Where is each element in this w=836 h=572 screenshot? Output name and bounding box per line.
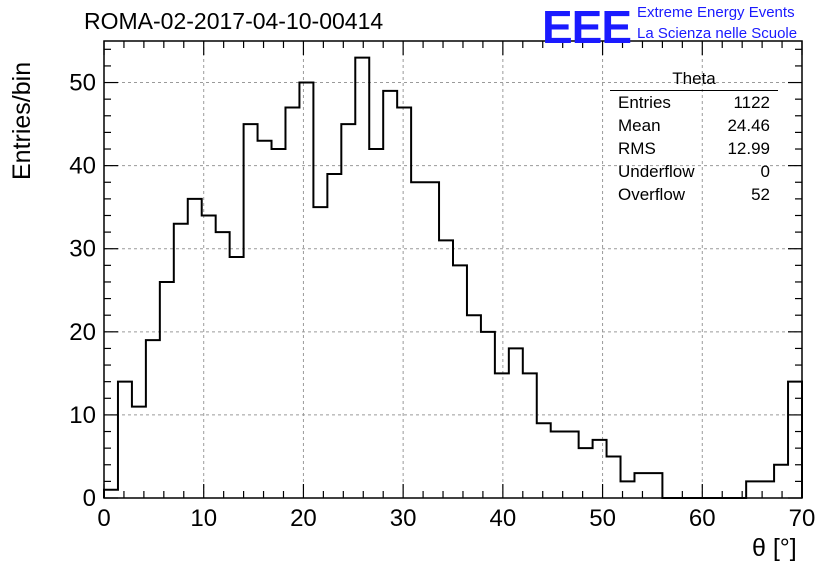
histogram-bin	[132, 407, 146, 498]
stats-value: 1122	[733, 93, 770, 112]
histogram-bin	[481, 332, 495, 498]
stats-row-rms: RMS 12.99	[610, 137, 778, 160]
y-tick-label: 20	[69, 319, 96, 346]
stats-label: Underflow	[618, 162, 695, 181]
x-axis-label: θ [°]	[752, 534, 797, 562]
y-tick-label: 40	[69, 153, 96, 180]
histogram-bin	[439, 240, 453, 498]
stats-row-mean: Mean 24.46	[610, 114, 778, 137]
histogram-bin	[453, 265, 467, 498]
histogram-bin	[467, 315, 481, 498]
stats-label: Entries	[618, 93, 671, 112]
histogram-bin	[104, 490, 118, 498]
y-tick-label: 0	[83, 485, 96, 512]
stats-row-entries: Entries 1122	[610, 91, 778, 114]
histogram-bin	[313, 207, 327, 498]
histogram-bin	[202, 215, 216, 498]
plot-frame	[103, 40, 803, 499]
histogram-outline	[103, 56, 803, 499]
histogram-bin	[774, 465, 788, 498]
histogram-bin	[648, 473, 662, 498]
histogram-bin	[188, 199, 202, 498]
histogram-bin	[495, 373, 509, 498]
histogram-bin	[788, 382, 802, 498]
stats-value: 52	[751, 185, 770, 204]
histogram-bin	[537, 423, 551, 498]
chart-title: ROMA-02-2017-04-10-00414	[84, 8, 384, 34]
stats-label: Mean	[618, 116, 661, 135]
histogram-bin	[341, 124, 355, 498]
y-tick-label: 10	[69, 402, 96, 429]
x-tick-label: 70	[789, 505, 816, 532]
histogram-bin	[634, 473, 648, 498]
stats-label: Overflow	[618, 185, 686, 204]
histogram-bin	[565, 432, 579, 498]
histogram-bin	[146, 340, 160, 498]
histogram-bin	[607, 456, 621, 498]
histogram-bin	[551, 432, 565, 498]
x-tick-label: 50	[589, 505, 616, 532]
x-tick-label: 30	[390, 505, 417, 532]
x-tick-label: 40	[490, 505, 517, 532]
histogram-bin	[244, 124, 258, 498]
histogram-bin	[383, 91, 397, 498]
histogram-bin	[509, 348, 523, 498]
x-tick-label: 20	[290, 505, 317, 532]
x-tick-label: 0	[97, 505, 110, 532]
stats-title: Theta	[610, 68, 778, 91]
histogram-bin	[272, 149, 286, 498]
histogram-bin	[118, 382, 132, 498]
stats-value: 12.99	[727, 139, 770, 158]
histogram-bin	[216, 232, 230, 498]
histogram-bin	[160, 282, 174, 498]
y-tick-label: 30	[69, 236, 96, 263]
histogram-bin	[327, 174, 341, 498]
stats-value: 0	[760, 162, 770, 181]
histogram-bin	[397, 107, 411, 498]
histogram-bin	[258, 141, 272, 498]
stats-value: 24.46	[727, 116, 770, 135]
histogram-bin	[523, 373, 537, 498]
logo-line-2: La Scienza nelle Scuole	[637, 25, 798, 42]
x-tick-label: 10	[190, 505, 217, 532]
y-axis-label: Entries/bin	[8, 61, 36, 180]
histogram-bin	[746, 481, 760, 498]
stats-label: RMS	[618, 139, 656, 158]
histogram-bin	[299, 83, 313, 498]
stats-box: Theta Entries 1122 Mean 24.46 RMS 12.99 …	[610, 68, 778, 206]
x-tick-label: 60	[689, 505, 716, 532]
histogram-bin	[593, 440, 607, 498]
y-tick-label: 50	[69, 70, 96, 97]
histogram-bin	[355, 58, 369, 498]
histogram-bin	[425, 182, 439, 498]
logo-line-1: Extreme Energy Events	[637, 4, 795, 21]
stats-row-underflow: Underflow 0	[610, 160, 778, 183]
histogram-bin	[174, 224, 188, 498]
histogram-bin	[230, 257, 244, 498]
histogram-bin	[579, 448, 593, 498]
histogram-bin	[285, 107, 299, 498]
histogram-bin	[369, 149, 383, 498]
histogram-bin	[411, 182, 425, 498]
stats-row-overflow: Overflow 52	[610, 183, 778, 206]
eee-logo: EEE	[542, 1, 632, 53]
